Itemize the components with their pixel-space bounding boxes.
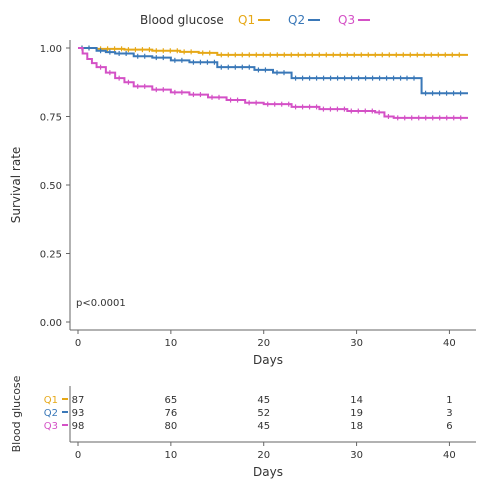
legend-label-q1: Q1 xyxy=(238,13,255,27)
risk-count: 45 xyxy=(257,395,270,406)
risk-row-group-q3: Q3 xyxy=(44,421,58,432)
y-tick-label: 0.50 xyxy=(40,181,62,192)
y-tick-label: 0.25 xyxy=(40,250,62,261)
risk-count: 98 xyxy=(72,421,85,432)
x-tick-label: 20 xyxy=(257,338,270,349)
risk-count: 65 xyxy=(164,395,177,406)
survival-line-q1 xyxy=(78,47,468,56)
survival-line-q2 xyxy=(78,47,468,95)
risk-row-group-q1: Q1 xyxy=(44,395,58,406)
risk-count: 52 xyxy=(257,408,270,419)
risk-count: 45 xyxy=(257,421,270,432)
y-tick-label: 1.00 xyxy=(40,44,62,55)
p-value-annotation: p<0.0001 xyxy=(76,298,126,309)
x-tick-label: 30 xyxy=(350,338,363,349)
risk-count: 14 xyxy=(350,395,363,406)
risk-table: Blood glucose Q1 87 65 45 14 1 Q2 93 76 52 19 3 Q3 98… xyxy=(10,375,476,479)
risk-count: 19 xyxy=(350,408,363,419)
y-axis-label: Survival rate xyxy=(9,147,23,224)
y-tick-label: 0.75 xyxy=(40,113,62,124)
x-tick-label: 10 xyxy=(164,338,177,349)
legend-title: Blood glucose xyxy=(140,13,224,27)
risk-table-y-label: Blood glucose xyxy=(10,375,23,452)
y-tick-label: 0.00 xyxy=(40,318,62,329)
risk-row-group-q2: Q2 xyxy=(44,408,58,419)
survival-curves xyxy=(78,45,468,121)
survival-line-q3 xyxy=(78,47,468,119)
risk-count: 6 xyxy=(446,421,452,432)
legend: Blood glucose Q1 Q2 Q3 xyxy=(140,13,370,27)
risk-x-tick-label: 10 xyxy=(164,450,177,461)
risk-count: 87 xyxy=(72,395,85,406)
x-tick-label: 40 xyxy=(443,338,456,349)
risk-count: 18 xyxy=(350,421,363,432)
risk-x-tick-label: 40 xyxy=(443,450,456,461)
x-tick-label: 0 xyxy=(75,338,81,349)
risk-x-tick-label: 0 xyxy=(75,450,81,461)
risk-x-tick-label: 20 xyxy=(257,450,270,461)
risk-count: 93 xyxy=(72,408,85,419)
legend-items: Q1 Q2 Q3 xyxy=(238,13,370,27)
risk-count: 1 xyxy=(446,395,452,406)
x-axis-label: Days xyxy=(253,353,283,367)
risk-count: 80 xyxy=(164,421,177,432)
risk-count: 3 xyxy=(446,408,452,419)
y-axis-ticks: 0.00 0.25 0.50 0.75 1.00 xyxy=(40,44,70,329)
legend-label-q3: Q3 xyxy=(338,13,355,27)
risk-count: 76 xyxy=(164,408,177,419)
legend-label-q2: Q2 xyxy=(288,13,305,27)
risk-table-x-ticks: 0 10 20 30 40 xyxy=(75,442,456,461)
risk-x-tick-label: 30 xyxy=(350,450,363,461)
risk-table-x-label: Days xyxy=(253,465,283,479)
x-axis-ticks: 0 10 20 30 40 xyxy=(75,330,456,349)
risk-table-rows: Q1 87 65 45 14 1 Q2 93 76 52 19 3 Q3 98 80 45 18 6 xyxy=(44,395,453,432)
survival-plot: 0.00 0.25 0.50 0.75 1.00 0 10 20 30 40 Survival … xyxy=(9,40,476,367)
